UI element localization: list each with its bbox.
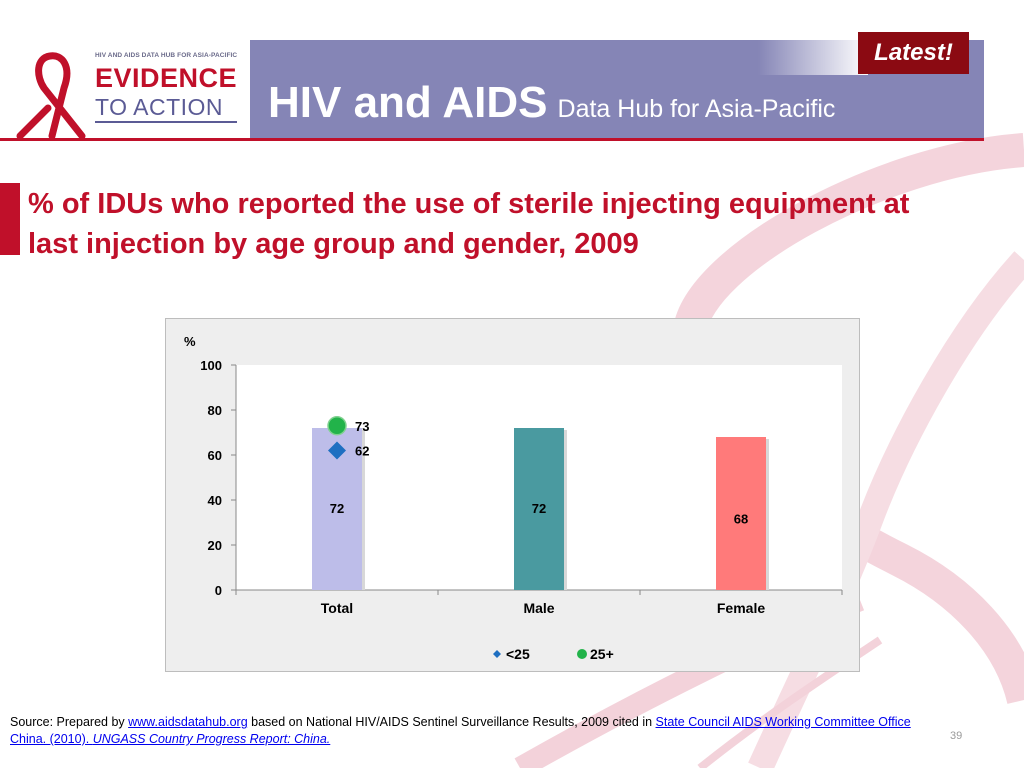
source-middle: based on National HIV/AIDS Sentinel Surv… [247,715,656,729]
source-link-ungass-text: UNGASS Country Progress Report: China. [92,732,331,746]
x-category-label: Female [717,600,765,616]
source-prefix: Source: Prepared by [10,715,129,729]
legend-marker-under25 [493,650,501,658]
y-tick-label: 0 [215,583,222,598]
bar-value-label: 68 [734,512,748,527]
y-tick-label: 100 [200,358,222,373]
y-axis-title: % [184,334,196,349]
logo-underline [95,121,237,123]
header-title: HIV and AIDS Data Hub for Asia-Pacific [268,78,835,128]
marker-value-label: 62 [355,444,369,459]
x-category-label: Male [523,600,554,616]
logo-tagline: HIV AND AIDS DATA HUB FOR ASIA-PACIFIC [95,52,238,59]
legend-label-under25: <25 [506,646,530,662]
red-ribbon-icon [16,52,86,138]
header-title-main: HIV and AIDS [268,78,548,127]
slide-title: % of IDUs who reported the use of steril… [28,188,910,260]
y-tick-label: 80 [208,403,222,418]
source-link-aidsdatahub[interactable]: www.aidsdatahub.org [128,715,248,729]
source-note: Source: Prepared by www.aidsdatahub.org … [10,714,940,748]
title-accent-bar [0,183,20,255]
x-category-label: Total [321,600,353,616]
logo-evidence-text: EVIDENCE [95,63,238,93]
y-tick-label: 40 [208,493,222,508]
latest-badge[interactable]: Latest! [858,32,969,74]
latest-badge-fade [758,30,868,75]
marker-under25 [328,441,346,460]
y-tick-label: 60 [208,448,222,463]
chart-frame: 0 20 40 60 80 100% Total Male Female 72 72 68 62 73 <2… [165,318,860,672]
bar-value-label: 72 [330,501,344,516]
source-link-state-council-text: State Council AIDS Working Committee Off… [10,715,911,746]
bar-male [514,428,564,590]
chart: 0 20 40 60 80 100% Total Male Female 72 72 68 62 73 <2… [184,334,843,662]
page-number: 39 [950,730,963,742]
legend-marker-25plus [577,649,587,659]
bar-female [716,437,766,590]
source-link-state-council[interactable]: State Council AIDS Working Committee Off… [10,715,911,746]
logo-to-action-text: TO ACTION [95,94,224,120]
legend-label-25plus: 25+ [590,646,614,662]
marker-25plus [327,416,347,436]
marker-value-label: 73 [355,419,369,434]
bar-value-label: 72 [532,501,546,516]
header-title-sub: Data Hub for Asia-Pacific [557,95,836,123]
y-tick-label: 20 [208,538,222,553]
